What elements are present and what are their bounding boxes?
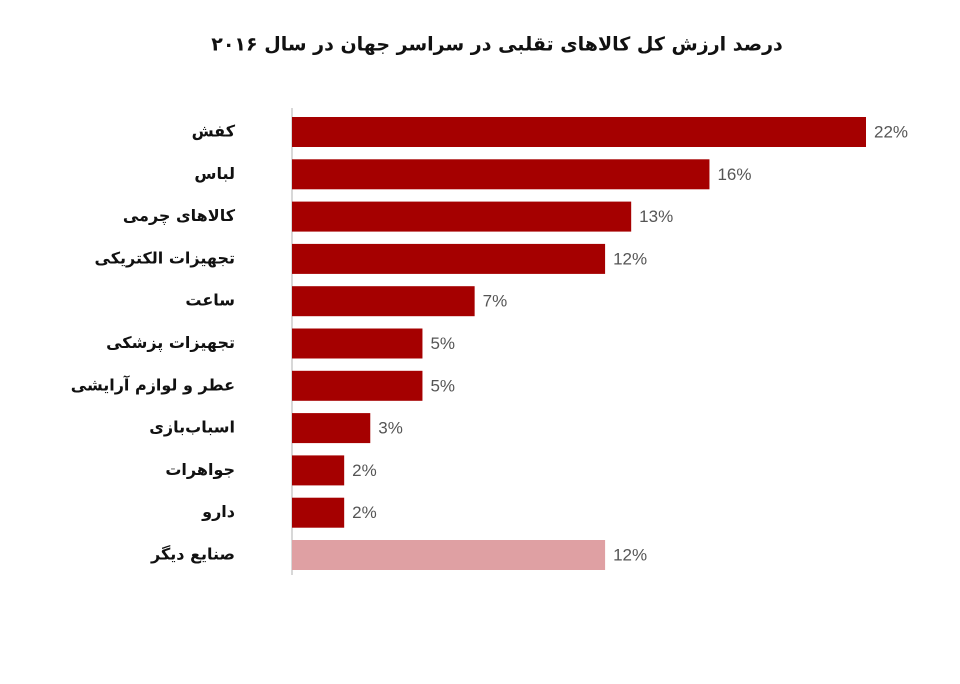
value-label: 2% <box>352 461 377 480</box>
category-label: تجهیزات پزشکی <box>106 333 235 353</box>
chart-title: درصد ارزش کل کالاهای تقلبی در سراسر جهان… <box>211 34 783 56</box>
category-label: صنایع دیگر <box>150 545 235 564</box>
bar <box>292 117 866 147</box>
category-label: اسباب‌بازی <box>149 418 235 437</box>
bar <box>292 201 632 232</box>
category-label: کفش <box>192 122 236 141</box>
bar <box>292 540 606 570</box>
value-label: 22% <box>874 122 908 141</box>
value-label: 5% <box>430 376 455 395</box>
bar <box>292 243 606 274</box>
value-label: 12% <box>613 545 647 564</box>
category-label: عطر و لوازم آرایشی <box>71 374 235 394</box>
value-label: 13% <box>639 207 673 226</box>
bar <box>292 497 345 528</box>
value-label: 7% <box>483 292 508 311</box>
category-label: تجهیزات الکتریکی <box>95 248 236 267</box>
category-label: جواهرات <box>165 460 235 479</box>
category-label: ساعت <box>185 291 235 310</box>
bar <box>292 413 371 444</box>
value-label: 5% <box>430 334 455 353</box>
value-label: 3% <box>378 419 403 438</box>
bar <box>292 159 710 190</box>
bar <box>292 370 423 401</box>
category-label: کالاهای چرمی <box>123 206 236 226</box>
value-label: 16% <box>717 165 751 184</box>
bar <box>292 286 475 317</box>
value-label: 12% <box>613 249 647 268</box>
category-label: دارو <box>201 502 235 521</box>
category-label: لباس <box>194 164 235 183</box>
value-label: 2% <box>352 503 377 522</box>
bar <box>292 455 345 486</box>
bar <box>292 328 423 359</box>
